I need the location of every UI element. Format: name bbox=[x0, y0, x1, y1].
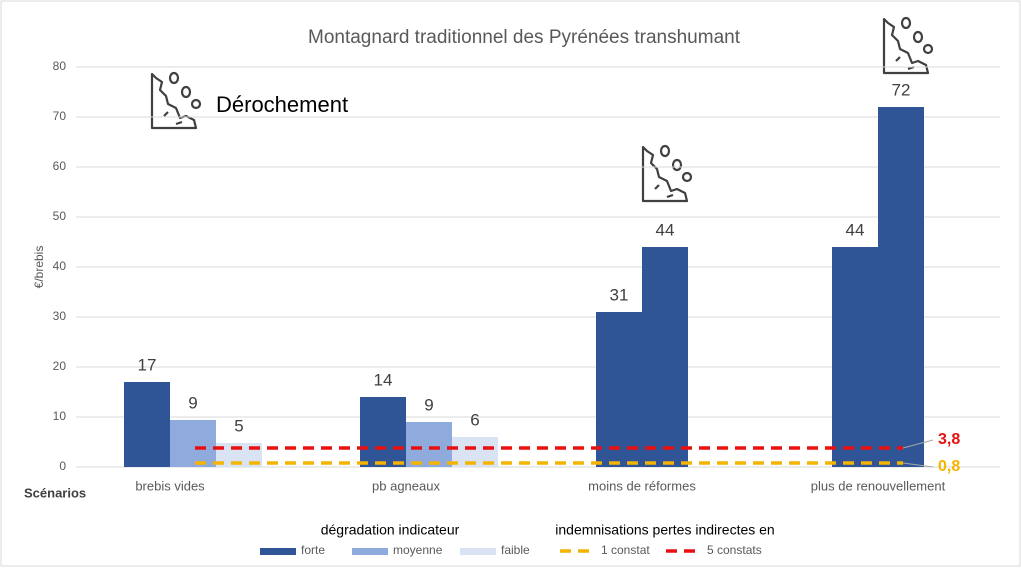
data-label: 5 bbox=[234, 416, 243, 435]
legend-swatch bbox=[260, 548, 296, 555]
y-tick-label: 40 bbox=[53, 259, 67, 273]
bar bbox=[124, 382, 170, 467]
legend-group-title: dégradation indicateur bbox=[321, 522, 460, 538]
legend-group-title: indemnisations pertes indirectes en bbox=[555, 522, 774, 538]
bar bbox=[406, 422, 452, 467]
leader-line bbox=[902, 462, 934, 468]
data-label: 44 bbox=[846, 220, 865, 239]
bar bbox=[170, 420, 216, 467]
x-tick-label: brebis vides bbox=[135, 478, 205, 493]
y-tick-label: 50 bbox=[53, 209, 67, 223]
legend-label: forte bbox=[301, 543, 325, 557]
y-tick-label: 60 bbox=[53, 159, 67, 173]
y-tick-label: 70 bbox=[53, 109, 67, 123]
y-tick-label: 10 bbox=[53, 409, 67, 423]
chart-title: Montagnard traditionnel des Pyrénées tra… bbox=[308, 27, 741, 48]
legend-label: 5 constats bbox=[707, 543, 762, 557]
end-label: 3,8 bbox=[938, 431, 960, 448]
bar bbox=[642, 247, 688, 467]
y-tick-label: 20 bbox=[53, 359, 67, 373]
x-tick-label: plus de renouvellement bbox=[811, 478, 946, 493]
data-label: 9 bbox=[424, 395, 433, 414]
end-label: 0,8 bbox=[938, 458, 960, 475]
data-label: 72 bbox=[892, 80, 911, 99]
y-tick-label: 80 bbox=[53, 59, 67, 73]
leader-line bbox=[902, 439, 934, 449]
legend-label: 1 constat bbox=[601, 543, 650, 557]
y-tick-label: 30 bbox=[53, 309, 67, 323]
legend-label: faible bbox=[501, 543, 530, 557]
data-label: 9 bbox=[188, 393, 197, 412]
bar bbox=[596, 312, 642, 467]
bar bbox=[360, 397, 406, 467]
data-label: 14 bbox=[374, 370, 393, 389]
y-tick-label: 0 bbox=[59, 459, 66, 473]
legend-swatch bbox=[460, 548, 496, 555]
bar bbox=[878, 107, 924, 467]
x-axis-label: Scénarios bbox=[24, 485, 86, 500]
y-axis-label: €/brebis bbox=[32, 246, 46, 289]
x-tick-label: pb agneaux bbox=[372, 478, 440, 493]
data-label: 17 bbox=[138, 355, 157, 374]
legend-label: moyenne bbox=[393, 543, 443, 557]
data-label: 44 bbox=[656, 220, 675, 239]
annotation: Dérochement bbox=[216, 92, 348, 117]
legend-swatch bbox=[352, 548, 388, 555]
data-label: 6 bbox=[470, 410, 479, 429]
x-tick-label: moins de réformes bbox=[588, 478, 696, 493]
bar bbox=[832, 247, 878, 467]
data-label: 31 bbox=[610, 285, 629, 304]
